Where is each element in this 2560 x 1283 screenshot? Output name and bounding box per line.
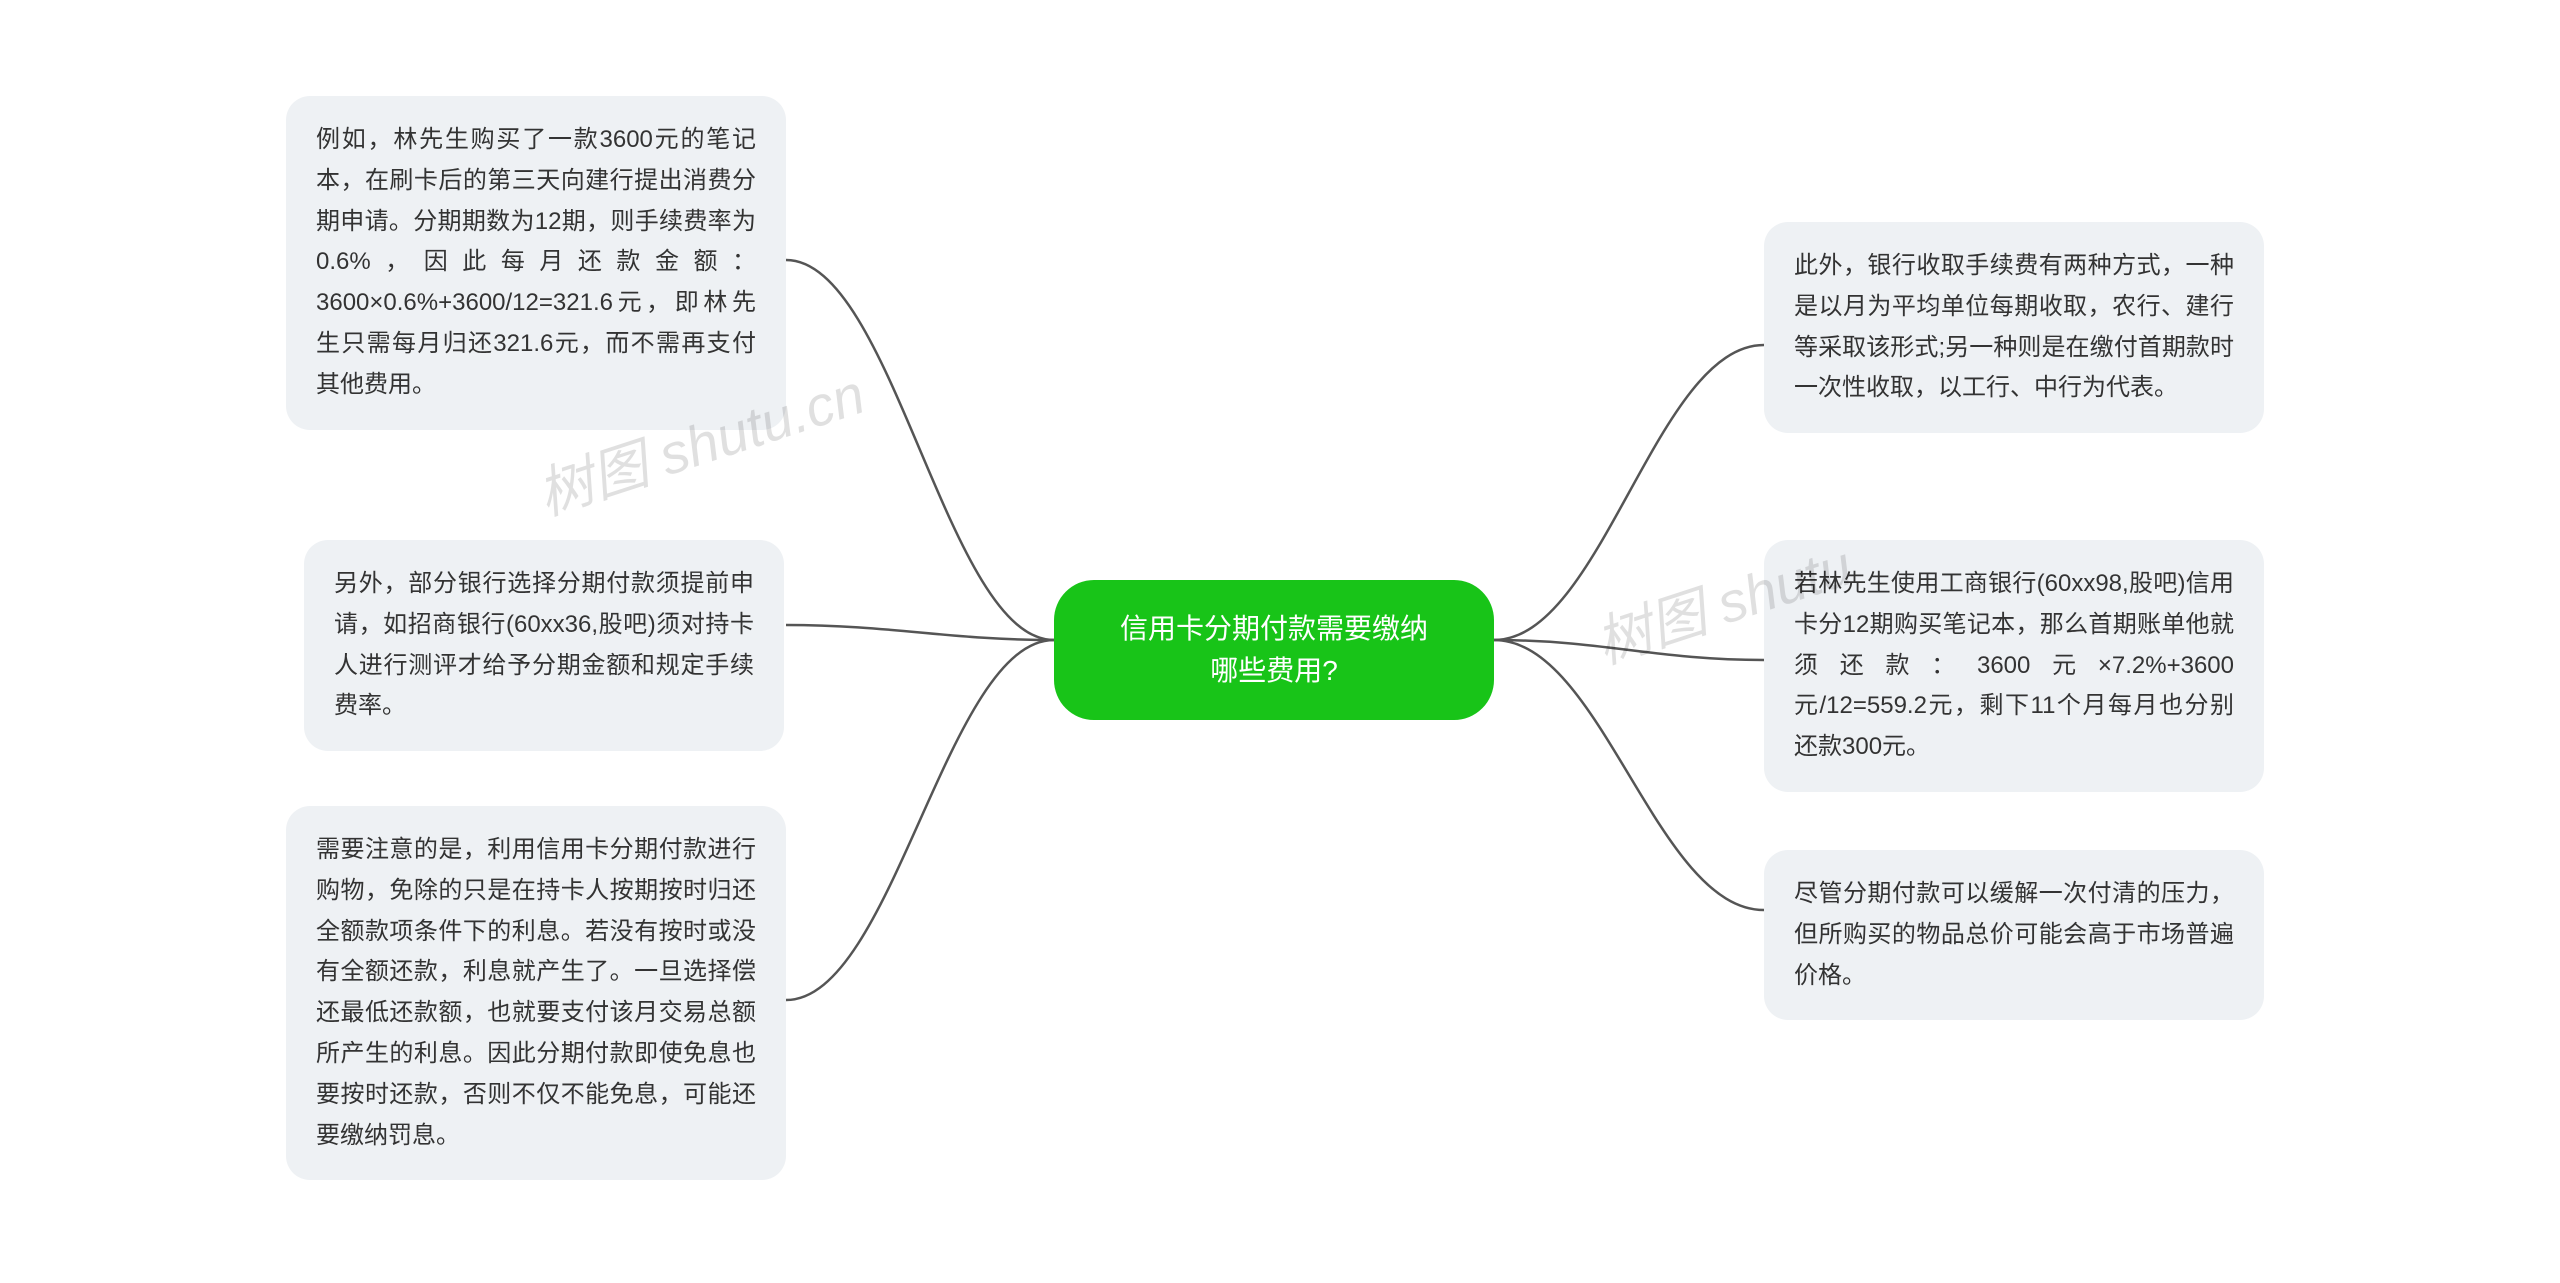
mindmap-canvas: 信用卡分期付款需要缴纳哪些费用? 例如，林先生购买了一款3600元的笔记本，在刷… [0, 0, 2560, 1283]
connector-line [786, 625, 1054, 640]
connector-line [1494, 345, 1764, 640]
leaf-node-r1[interactable]: 此外，银行收取手续费有两种方式，一种是以月为平均单位每期收取，农行、建行等采取该… [1764, 222, 2264, 433]
connector-line [786, 260, 1054, 640]
connector-line [1494, 640, 1764, 660]
center-topic[interactable]: 信用卡分期付款需要缴纳哪些费用? [1054, 580, 1494, 720]
connector-line [1494, 640, 1764, 910]
connector-line [786, 640, 1054, 1000]
leaf-node-l3[interactable]: 需要注意的是，利用信用卡分期付款进行购物，免除的只是在持卡人按期按时归还全额款项… [286, 806, 786, 1180]
leaf-node-r2[interactable]: 若林先生使用工商银行(60xx98,股吧)信用卡分12期购买笔记本，那么首期账单… [1764, 540, 2264, 792]
leaf-node-l2[interactable]: 另外，部分银行选择分期付款须提前申请，如招商银行(60xx36,股吧)须对持卡人… [304, 540, 784, 751]
leaf-node-l1[interactable]: 例如，林先生购买了一款3600元的笔记本，在刷卡后的第三天向建行提出消费分期申请… [286, 96, 786, 430]
leaf-node-r3[interactable]: 尽管分期付款可以缓解一次付清的压力，但所购买的物品总价可能会高于市场普遍价格。 [1764, 850, 2264, 1020]
